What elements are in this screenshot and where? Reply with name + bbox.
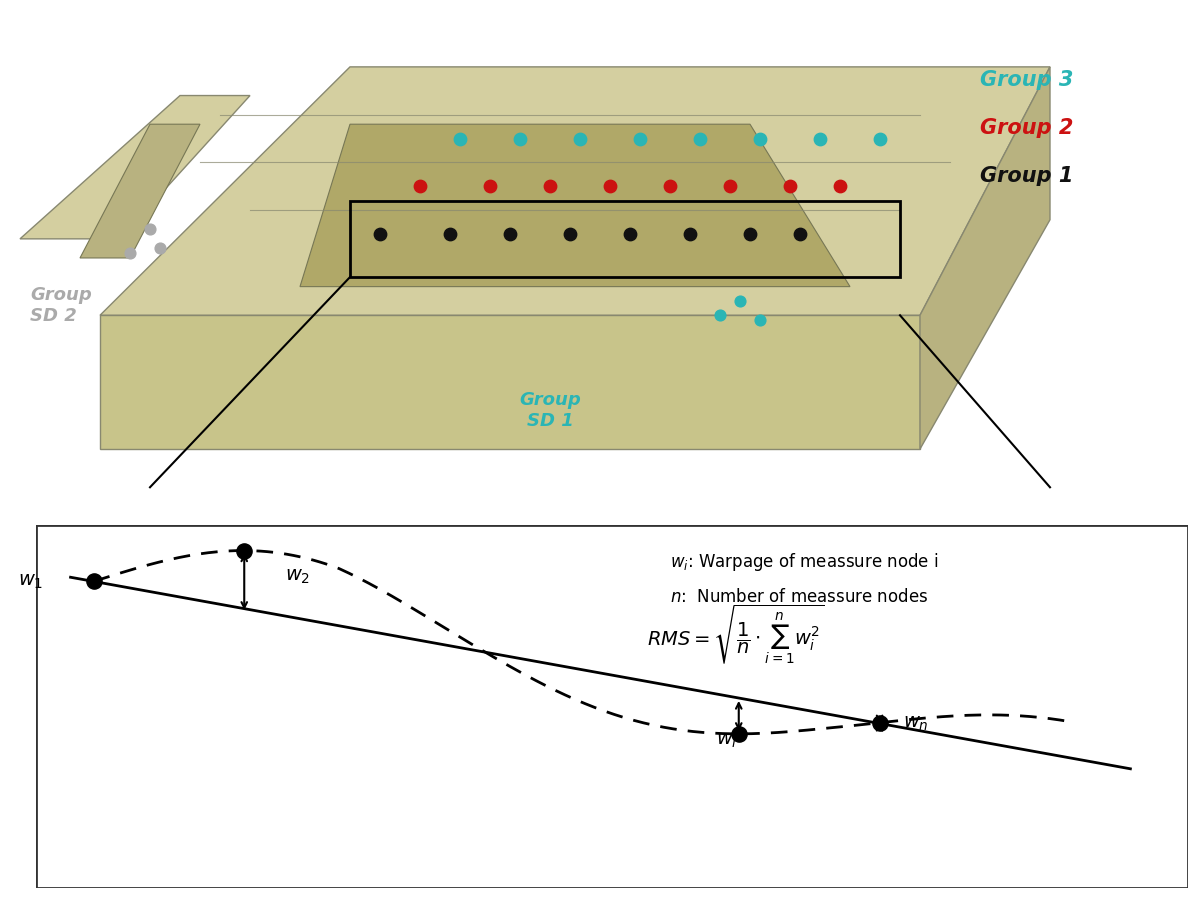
Text: $w_2$: $w_2$	[284, 567, 310, 586]
Polygon shape	[100, 67, 1050, 315]
Point	[140, 222, 160, 236]
Point	[750, 313, 769, 327]
Point	[730, 727, 749, 741]
Point	[720, 179, 739, 194]
Polygon shape	[300, 124, 850, 286]
Polygon shape	[920, 67, 1050, 449]
Point	[150, 241, 169, 255]
Text: Group 1: Group 1	[980, 166, 1073, 186]
Polygon shape	[80, 124, 200, 258]
Point	[450, 131, 469, 146]
Point	[791, 226, 810, 241]
Polygon shape	[20, 95, 250, 239]
Point	[600, 179, 619, 194]
Point	[84, 574, 103, 589]
Point	[235, 544, 254, 558]
Point	[660, 179, 679, 194]
Text: $w_i$: Warpage of meassure node i: $w_i$: Warpage of meassure node i	[670, 552, 938, 573]
Text: Group
SD 1: Group SD 1	[520, 391, 581, 430]
Point	[510, 131, 529, 146]
Point	[560, 226, 580, 241]
Point	[500, 226, 520, 241]
Point	[870, 716, 889, 730]
Point	[690, 131, 709, 146]
Text: $w_1$: $w_1$	[18, 572, 43, 591]
Text: Group
SD 2: Group SD 2	[30, 286, 91, 325]
Text: $w_n$: $w_n$	[902, 714, 929, 733]
Point	[830, 179, 850, 194]
Point	[120, 246, 139, 260]
Point	[731, 294, 750, 308]
Point	[440, 226, 460, 241]
Text: $RMS = \sqrt{\dfrac{1}{n}\cdot\sum_{i=1}^{n}w_i^2}$: $RMS = \sqrt{\dfrac{1}{n}\cdot\sum_{i=1}…	[647, 602, 824, 666]
Point	[480, 179, 499, 194]
Point	[810, 131, 829, 146]
Point	[750, 131, 769, 146]
Point	[630, 131, 649, 146]
Polygon shape	[100, 315, 920, 449]
Point	[870, 131, 889, 146]
Point	[680, 226, 700, 241]
Point	[540, 179, 559, 194]
Point	[570, 131, 589, 146]
Text: $n$:  Number of meassure nodes: $n$: Number of meassure nodes	[670, 588, 928, 605]
Point	[620, 226, 640, 241]
Point	[710, 308, 730, 323]
Text: Group 2: Group 2	[980, 118, 1073, 138]
Text: $w_i$: $w_i$	[716, 731, 738, 750]
Point	[780, 179, 799, 194]
Point	[371, 226, 390, 241]
Point	[410, 179, 430, 194]
Point	[740, 226, 760, 241]
Text: Group 3: Group 3	[980, 70, 1073, 90]
